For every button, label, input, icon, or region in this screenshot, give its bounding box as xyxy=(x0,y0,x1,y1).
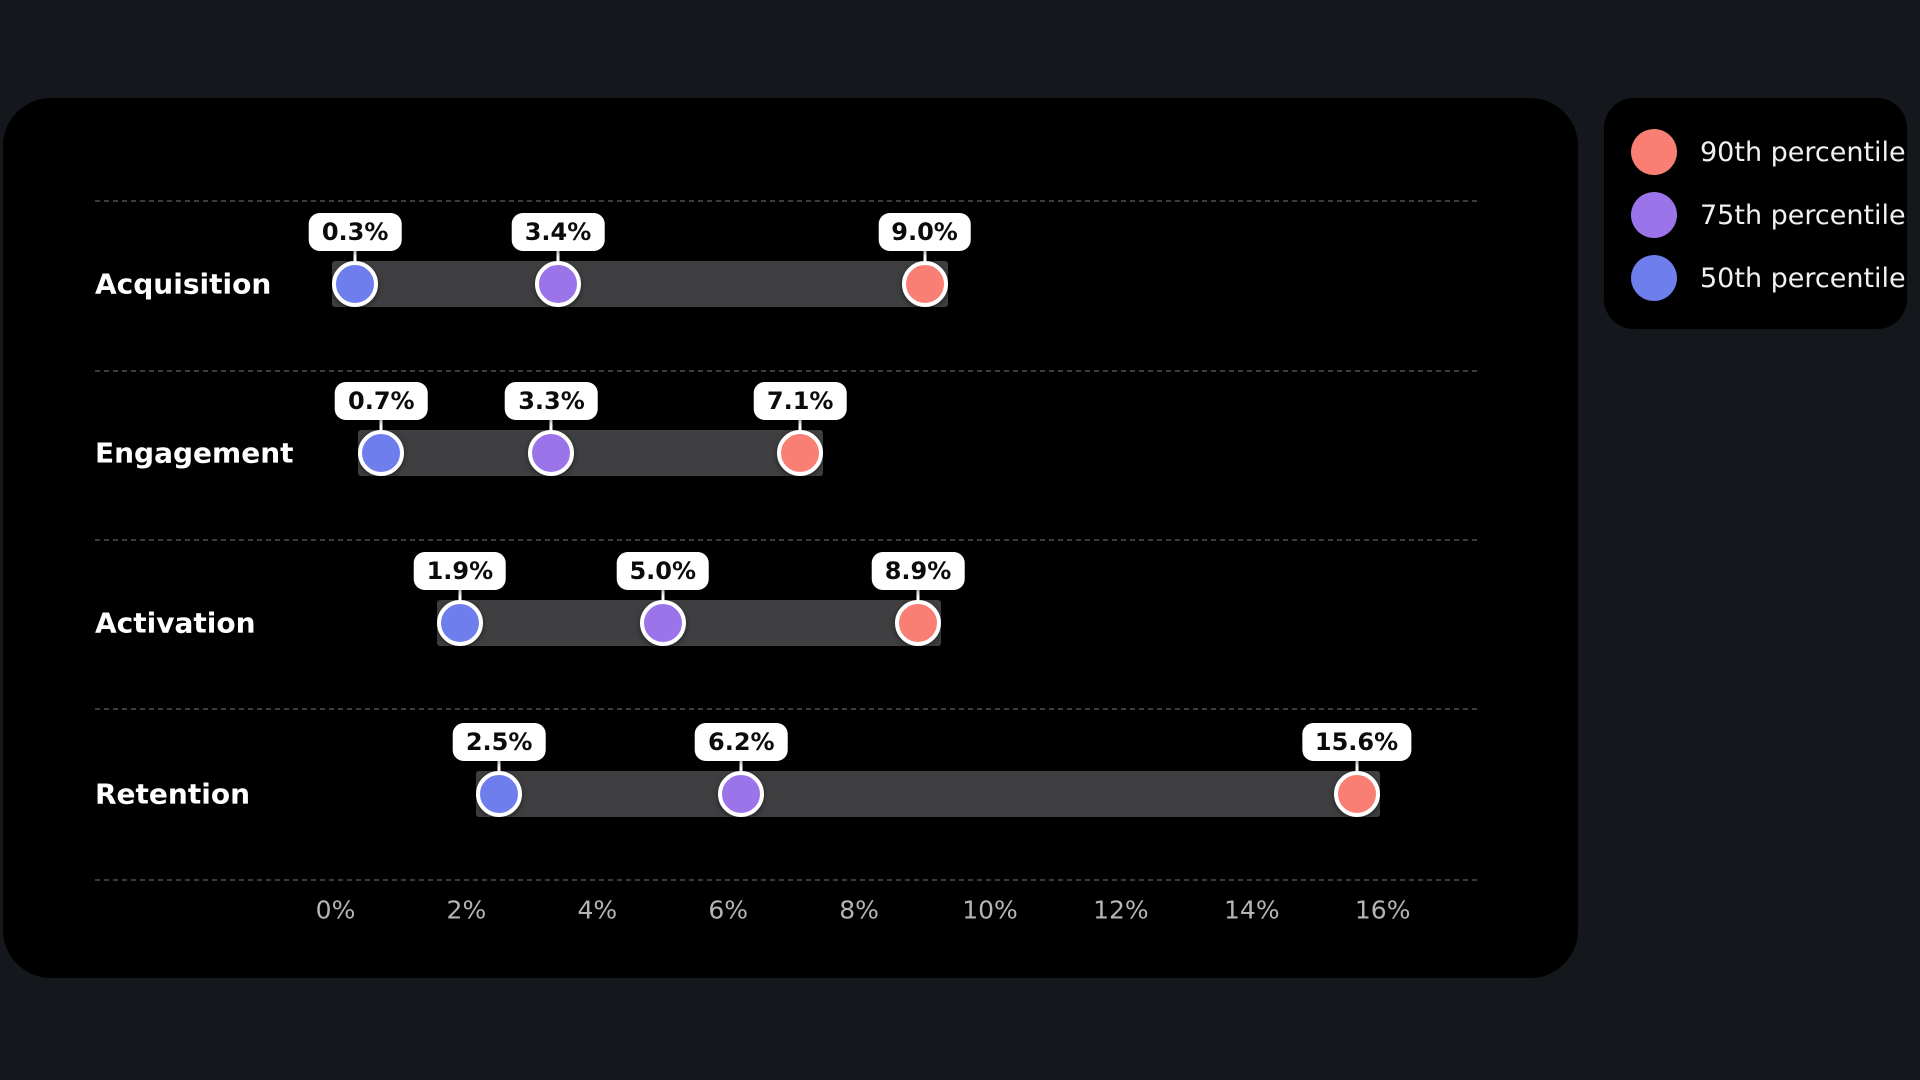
legend-item-label: 50th percentile xyxy=(1700,262,1906,294)
value-label-acquisition-p50: 0.3% xyxy=(308,213,402,251)
dot-activation-p90[interactable]: 8.9% xyxy=(871,552,965,646)
legend-swatch-p90-icon xyxy=(1631,129,1677,175)
tooltip-stem xyxy=(798,420,802,434)
x-axis-line xyxy=(95,879,1481,881)
tooltip-stem xyxy=(556,251,560,265)
tooltip-stem xyxy=(497,761,501,775)
legend: 90th percentile 75th percentile 50th perce… xyxy=(1604,98,1907,329)
tooltip-stem xyxy=(379,420,383,434)
row-separator xyxy=(95,539,1481,541)
dot-activation-p50[interactable]: 1.9% xyxy=(413,552,507,646)
value-label-acquisition-p75: 3.4% xyxy=(511,213,605,251)
x-tick-16: 16% xyxy=(1354,895,1411,925)
value-label-engagement-p75: 3.3% xyxy=(505,382,598,420)
legend-item-p75[interactable]: 75th percentile xyxy=(1604,192,1907,238)
legend-item-p90[interactable]: 90th percentile xyxy=(1604,129,1907,175)
tooltip-stem xyxy=(923,251,927,265)
dot-acquisition-p50[interactable]: 0.3% xyxy=(308,213,402,307)
value-label-retention-p90: 15.6% xyxy=(1301,723,1412,761)
tooltip-stem xyxy=(353,251,357,265)
range-bar-acquisition xyxy=(332,261,948,307)
value-label-activation-p75: 5.0% xyxy=(616,552,710,590)
dot-engagement-p90[interactable]: 7.1% xyxy=(753,382,847,476)
x-tick-8: 8% xyxy=(839,895,879,925)
tooltip-stem xyxy=(1355,761,1359,775)
value-label-engagement-p90: 7.1% xyxy=(753,382,847,420)
chart-panel: Acquisition 0.3% 3.4% 9.0% Engagement 0.7% 3.3… xyxy=(3,98,1578,978)
legend-item-label: 75th percentile xyxy=(1700,199,1906,231)
dot-engagement-p75[interactable]: 3.3% xyxy=(505,382,598,476)
dot-activation-p75[interactable]: 5.0% xyxy=(616,552,710,646)
row-label-activation: Activation xyxy=(95,606,256,640)
row-label-retention: Retention xyxy=(95,777,251,811)
x-tick-0: 0% xyxy=(315,895,356,925)
tooltip-stem xyxy=(739,761,743,775)
x-tick-14: 14% xyxy=(1224,895,1280,925)
x-tick-2: 2% xyxy=(446,895,487,925)
x-tick-4: 4% xyxy=(577,895,618,925)
tooltip-stem xyxy=(661,590,665,604)
value-label-activation-p50: 1.9% xyxy=(413,552,507,590)
dot-acquisition-p75[interactable]: 3.4% xyxy=(511,213,605,307)
row-separator xyxy=(95,370,1481,372)
dot-acquisition-p90[interactable]: 9.0% xyxy=(878,213,971,307)
legend-item-label: 90th percentile xyxy=(1700,136,1906,168)
tooltip-stem xyxy=(458,590,462,604)
x-tick-6: 6% xyxy=(708,895,749,925)
legend-swatch-p50-icon xyxy=(1631,255,1677,301)
dot-retention-p75[interactable]: 6.2% xyxy=(695,723,788,817)
legend-item-p50[interactable]: 50th percentile xyxy=(1604,255,1907,301)
row-separator xyxy=(95,200,1481,202)
dot-engagement-p50[interactable]: 0.7% xyxy=(335,382,428,476)
legend-swatch-p75-icon xyxy=(1631,192,1677,238)
dot-retention-p50[interactable]: 2.5% xyxy=(452,723,546,817)
range-bar-retention xyxy=(476,771,1380,817)
range-bar-activation xyxy=(436,600,941,646)
value-label-retention-p50: 2.5% xyxy=(452,723,546,761)
value-label-acquisition-p90: 9.0% xyxy=(878,213,971,251)
x-tick-10: 10% xyxy=(962,895,1018,925)
x-tick-12: 12% xyxy=(1093,895,1149,925)
value-label-retention-p75: 6.2% xyxy=(695,723,788,761)
value-label-activation-p90: 8.9% xyxy=(871,552,965,590)
row-label-acquisition: Acquisition xyxy=(95,267,272,301)
row-separator xyxy=(95,708,1481,710)
dot-retention-p90[interactable]: 15.6% xyxy=(1301,723,1412,817)
row-label-engagement: Engagement xyxy=(95,436,294,470)
range-bar-engagement xyxy=(358,430,824,476)
value-label-engagement-p50: 0.7% xyxy=(335,382,428,420)
tooltip-stem xyxy=(549,420,553,434)
tooltip-stem xyxy=(916,590,920,604)
